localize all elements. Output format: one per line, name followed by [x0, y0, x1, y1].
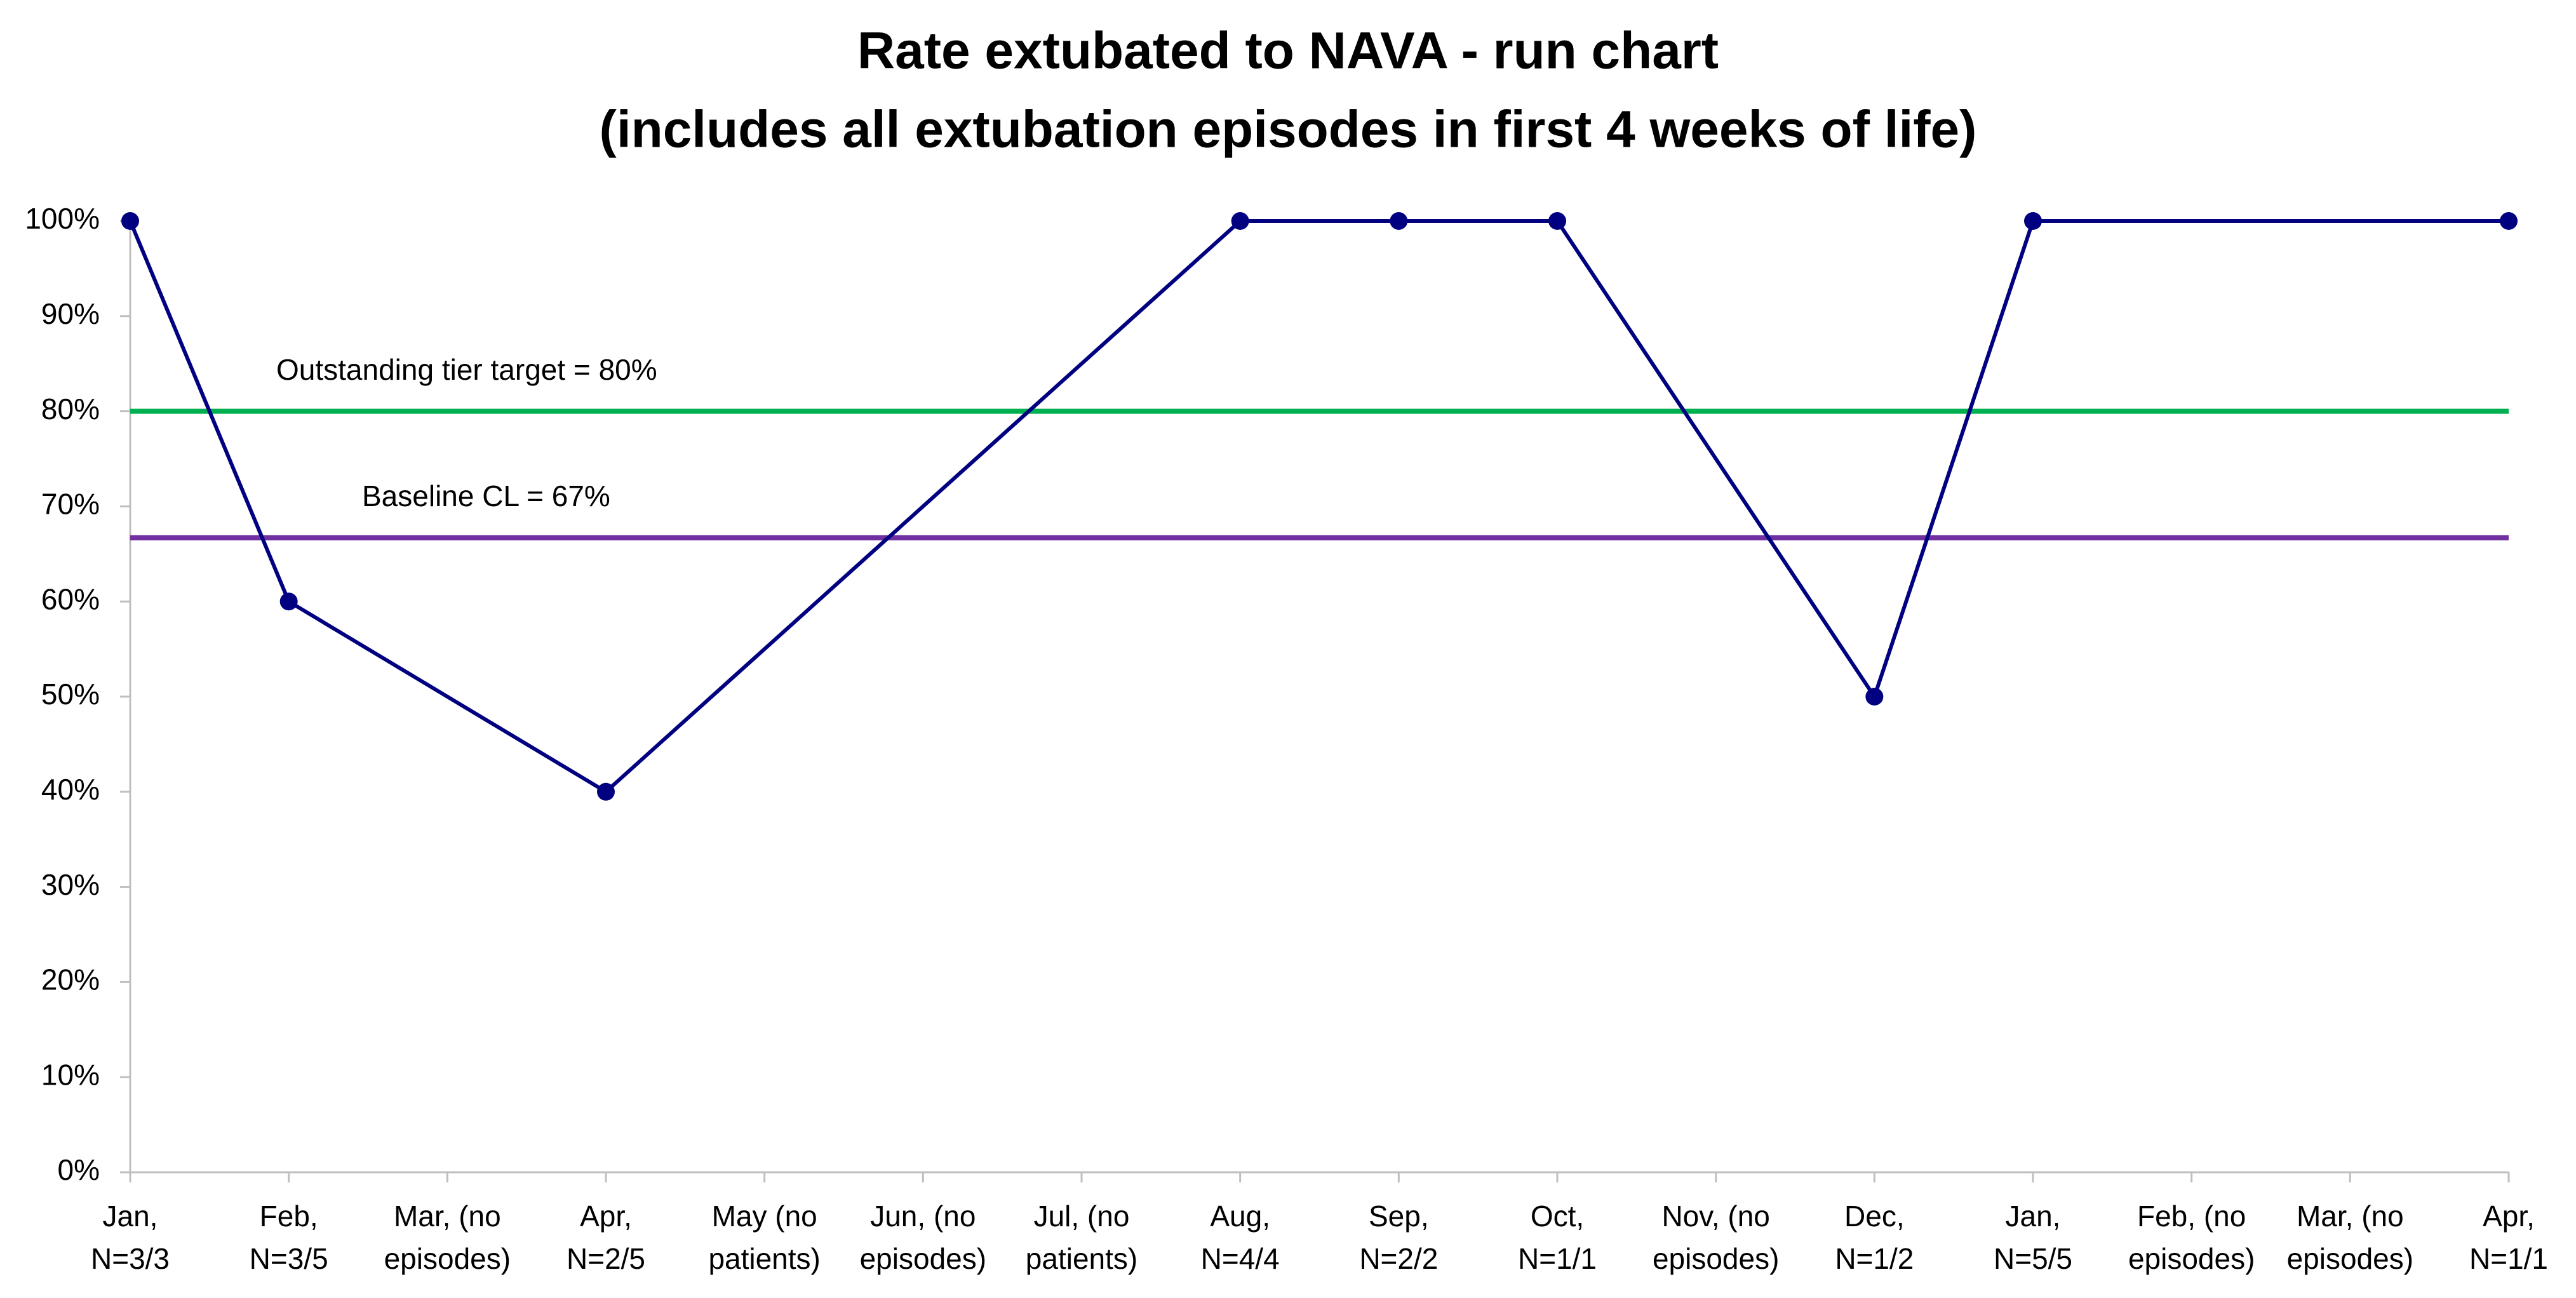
y-tick-label: 60%: [41, 582, 100, 615]
x-tick-label: Apr, N=2/5: [567, 1200, 645, 1275]
point: [1390, 212, 1408, 230]
x-tick-label-line: May (no: [712, 1200, 817, 1233]
x-tick-label: Aug, N=4/4: [1201, 1200, 1280, 1275]
point: [279, 592, 298, 611]
x-tick-label-line: Feb,: [260, 1200, 318, 1233]
y-tick-label: 90%: [41, 297, 100, 330]
y-tick-label: 80%: [41, 392, 100, 425]
y-tick-label: 100%: [25, 202, 100, 235]
x-tick-label-line: Sep,: [1369, 1200, 1429, 1233]
x-tick-label: Jan, N=3/3: [91, 1200, 170, 1275]
y-tick-label: 10%: [41, 1058, 100, 1091]
point: [1231, 212, 1249, 230]
x-tick-label: Mar, (no episodes): [2287, 1200, 2413, 1275]
line-segment: [1555, 220, 1876, 698]
point: [2024, 212, 2042, 230]
x-tick-label-line: N=5/5: [1994, 1242, 2072, 1275]
point: [2500, 212, 2518, 230]
x-tick-label: Jun, (no episodes): [860, 1200, 986, 1275]
x-tick-label-line: episodes): [1653, 1242, 1779, 1275]
x-tick-label: Dec, N=1/2: [1835, 1200, 1914, 1275]
x-tick-label-line: Oct,: [1531, 1200, 1584, 1233]
x-tick-label-line: episodes): [2128, 1242, 2255, 1275]
x-tick-label-line: N=1/1: [2469, 1242, 2548, 1275]
x-tick-label-line: Feb, (no: [2137, 1200, 2246, 1233]
point: [121, 212, 139, 230]
x-tick-label-line: patients): [1026, 1242, 1137, 1275]
x-tick-label: Jul, (no patients): [1026, 1200, 1137, 1275]
x-tick-label: Feb, (no episodes): [2128, 1200, 2255, 1275]
point: [1865, 688, 1884, 706]
reference-label: Outstanding tier target = 80%: [276, 353, 657, 386]
x-tick-label-line: Jan,: [103, 1200, 158, 1233]
x-tick-label-line: Jul, (no: [1034, 1200, 1130, 1233]
x-tick-label: Sep, N=2/2: [1359, 1200, 1438, 1275]
y-tick-label: 50%: [41, 678, 100, 711]
x-tick-label-line: Apr,: [580, 1200, 632, 1233]
x-tick-label-line: Mar, (no: [394, 1200, 501, 1233]
line-segment: [288, 599, 607, 794]
y-tick-label: 70%: [41, 488, 100, 521]
x-tick-label-line: Apr,: [2483, 1200, 2535, 1233]
chart-subtitle: (includes all extubation episodes in fir…: [600, 101, 1977, 159]
x-tick-label: Mar, (no episodes): [384, 1200, 511, 1275]
x-tick-label-line: Dec,: [1844, 1200, 1905, 1233]
y-tick-label: 0%: [58, 1153, 100, 1186]
x-tick-label-line: Nov, (no: [1661, 1200, 1769, 1233]
x-tick-label-line: Jun, (no: [870, 1200, 976, 1233]
x-tick-label-line: N=4/4: [1201, 1242, 1280, 1275]
point: [597, 782, 615, 801]
x-tick-label: Nov, (no episodes): [1653, 1200, 1779, 1275]
x-tick-label-line: N=1/1: [1518, 1242, 1597, 1275]
line-segment: [128, 220, 291, 603]
x-tick-label-line: episodes): [860, 1242, 986, 1275]
x-tick-label-line: N=1/2: [1835, 1242, 1914, 1275]
chart-title: Rate extubated to NAVA - run chart: [857, 22, 1719, 80]
x-tick-label-line: N=2/2: [1359, 1242, 1438, 1275]
x-tick-label: Feb, N=3/5: [250, 1200, 328, 1275]
x-tick-label: Jan, N=5/5: [1994, 1200, 2072, 1275]
point: [1548, 212, 1566, 230]
x-tick-label-line: episodes): [2287, 1242, 2413, 1275]
x-tick-label-line: Aug,: [1210, 1200, 1270, 1233]
x-tick-label-line: patients): [708, 1242, 820, 1275]
x-tick-label-line: Jan,: [2006, 1200, 2061, 1233]
x-tick-label-line: N=3/5: [250, 1242, 328, 1275]
x-tick-label: May (no patients): [708, 1200, 820, 1275]
y-tick-label: 40%: [41, 773, 100, 806]
x-tick-label-line: N=3/3: [91, 1242, 170, 1275]
line-segment: [1872, 220, 2035, 697]
x-tick-label-line: N=2/5: [567, 1242, 645, 1275]
y-tick-label: 20%: [41, 963, 100, 996]
x-tick-label: Oct, N=1/1: [1518, 1200, 1597, 1275]
line-segment: [604, 219, 1242, 794]
x-tick-label-line: episodes): [384, 1242, 511, 1275]
x-tick-label: Apr, N=1/1: [2469, 1200, 2548, 1275]
x-tick-label-line: Mar, (no: [2297, 1200, 2404, 1233]
y-tick-label: 30%: [41, 868, 100, 901]
reference-label: Baseline CL = 67%: [362, 479, 610, 512]
